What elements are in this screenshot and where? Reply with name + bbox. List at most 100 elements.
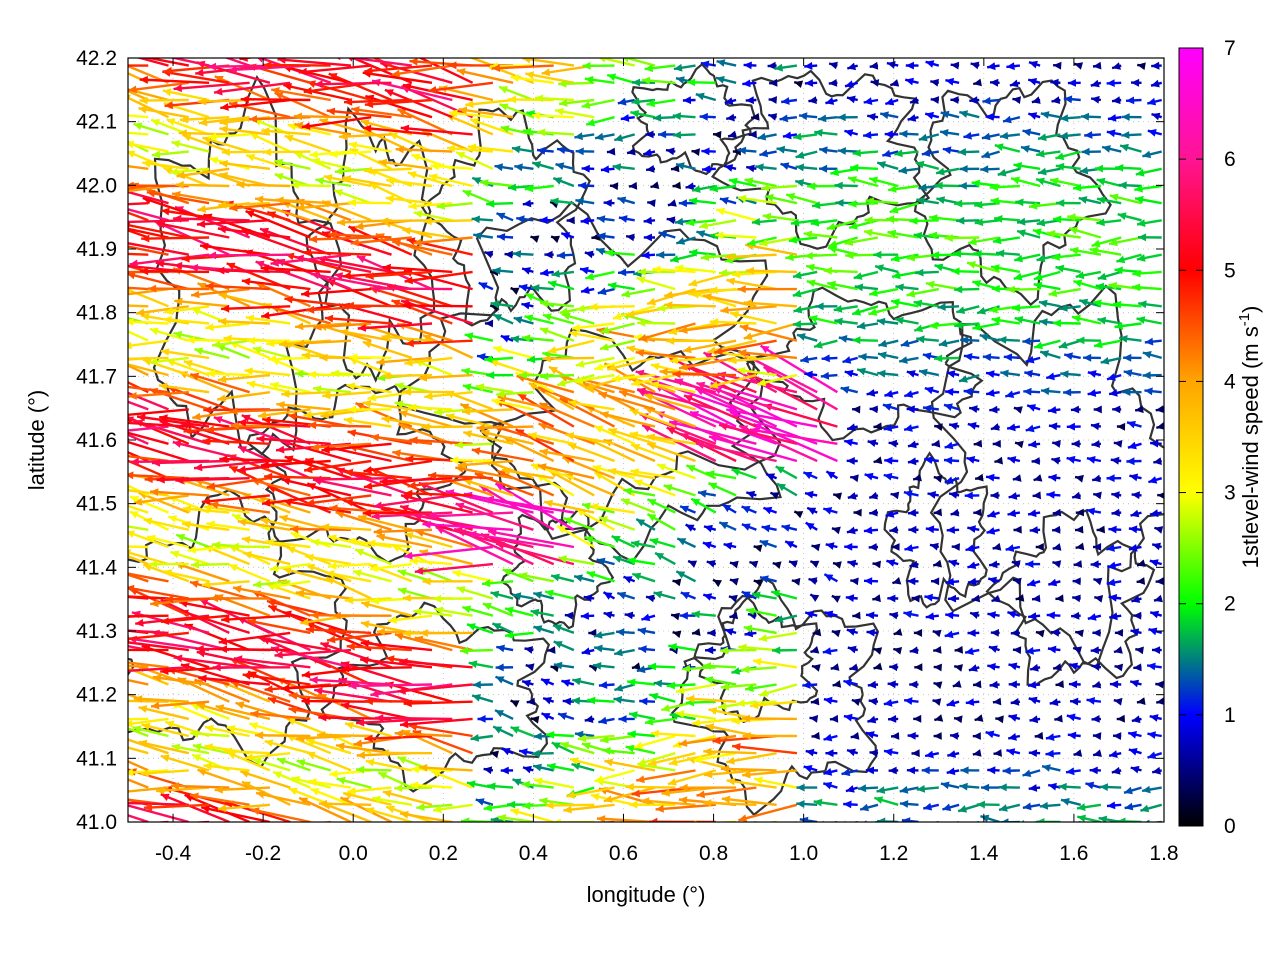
wind-arrow-shaft	[340, 703, 413, 721]
wind-arrow	[809, 560, 820, 568]
wind-arrow-head	[301, 697, 310, 706]
wind-arrow-head	[51, 433, 60, 441]
wind-arrow	[832, 561, 842, 569]
wind-arrow-head	[973, 508, 982, 517]
wind-arrow-shaft	[703, 801, 757, 806]
wind-arrow	[925, 525, 939, 534]
wind-arrow	[832, 680, 842, 688]
wind-arrow	[522, 765, 534, 774]
wind-arrow-head	[933, 663, 942, 672]
wind-arrow	[793, 510, 804, 519]
wind-arrow-head	[468, 660, 478, 669]
wind-arrow-head	[702, 541, 712, 549]
wind-arrow	[1090, 422, 1102, 431]
wind-arrow	[946, 699, 960, 707]
wind-arrow	[344, 721, 392, 738]
wind-arrow	[1149, 714, 1162, 722]
wind-arrow	[645, 594, 656, 603]
wind-arrow	[1047, 645, 1061, 654]
wind-arrow-head	[133, 695, 143, 703]
wind-arrow	[796, 800, 818, 808]
wind-arrow	[521, 301, 534, 310]
wind-arrow	[1133, 663, 1142, 672]
wind-arrow	[1008, 662, 1021, 671]
wind-arrow	[128, 804, 190, 822]
wind-arrow-head	[823, 768, 833, 776]
wind-arrow	[688, 820, 696, 822]
wind-arrow-head	[942, 803, 952, 812]
wind-arrow-shaft	[371, 287, 453, 291]
wind-arrow-head	[60, 787, 69, 795]
wind-arrow-head	[954, 645, 963, 654]
wind-arrow-head	[841, 768, 851, 777]
wind-arrow	[281, 683, 352, 693]
wind-arrow-head	[965, 698, 975, 706]
wind-arrow	[781, 524, 798, 532]
wind-arrow	[796, 333, 818, 342]
wind-arrow-head	[91, 670, 100, 678]
wind-arrow	[603, 611, 615, 619]
wind-arrow-head	[1094, 595, 1104, 603]
wind-arrow-head	[1048, 782, 1057, 791]
wind-arrow	[394, 632, 453, 652]
wind-arrow	[809, 715, 819, 723]
wind-arrow	[128, 699, 169, 703]
wind-arrow	[998, 336, 1020, 344]
wind-arrow	[992, 439, 1001, 448]
wind-arrow	[758, 631, 798, 642]
wind-arrow	[909, 680, 919, 689]
wind-arrow	[533, 625, 555, 635]
wind-arrow-shaft	[200, 806, 271, 822]
wind-arrow-head	[932, 698, 942, 706]
wind-arrow-head	[1052, 319, 1061, 328]
wind-arrow	[1060, 370, 1081, 378]
wind-arrow-shaft	[128, 525, 149, 531]
wind-arrow-shaft	[128, 734, 129, 736]
wind-arrow	[1123, 369, 1142, 377]
wind-arrow	[563, 803, 615, 814]
wind-arrow-shaft	[419, 766, 473, 772]
wind-arrow	[805, 748, 818, 757]
wind-arrow	[629, 800, 676, 809]
wind-arrow	[564, 611, 574, 620]
wind-arrow-head	[1114, 629, 1123, 637]
wind-arrow	[1038, 299, 1061, 308]
wind-arrow-head	[1022, 337, 1031, 346]
wind-arrow-head	[256, 790, 265, 799]
wind-arrow-shaft	[215, 705, 271, 721]
wind-arrow-head	[540, 372, 549, 381]
wind-arrow-head	[973, 439, 983, 448]
wind-arrow-head	[667, 778, 677, 786]
wind-arrow	[1076, 336, 1101, 345]
wind-arrow-head	[712, 736, 721, 745]
wind-arrow	[542, 696, 555, 705]
wind-arrow-head	[277, 757, 286, 765]
wind-arrow-shaft	[250, 478, 311, 497]
wind-arrow-head	[666, 337, 675, 345]
wind-arrow	[1000, 818, 1020, 822]
wind-arrow-head	[792, 320, 802, 329]
wind-arrow-head	[472, 680, 481, 689]
wind-arrow-head	[340, 702, 350, 710]
wind-arrow-shaft	[196, 650, 271, 669]
wind-arrow	[899, 800, 919, 808]
contour-line	[128, 488, 348, 769]
wind-arrow	[968, 664, 980, 672]
wind-arrow-head	[372, 795, 381, 804]
wind-arrow-shaft	[397, 683, 473, 693]
wind-arrow	[738, 803, 798, 822]
wind-arrow-head	[887, 680, 896, 689]
wind-arrow	[399, 658, 473, 669]
wind-arrow	[942, 803, 960, 812]
wind-arrow	[906, 766, 919, 775]
wind-arrow-head	[218, 645, 227, 653]
wind-arrow-head	[731, 468, 741, 476]
wind-arrow	[128, 661, 169, 669]
wind-arrow-head	[884, 748, 893, 757]
wind-arrow-head	[702, 662, 712, 670]
wind-arrow-head	[883, 472, 893, 481]
wind-arrow-shaft	[128, 666, 129, 668]
wind-arrow-head	[112, 291, 121, 299]
wind-arrow	[1148, 476, 1163, 484]
wind-arrow	[987, 662, 1000, 671]
